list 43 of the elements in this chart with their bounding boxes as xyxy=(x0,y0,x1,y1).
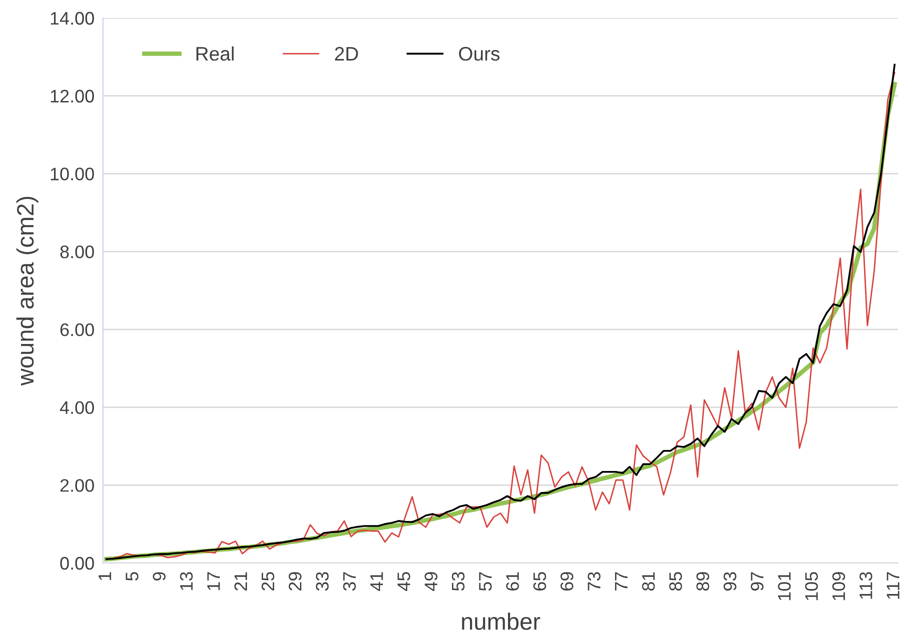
legend-label: Real xyxy=(196,46,234,61)
x-tick-label: 17 xyxy=(207,572,220,590)
x-tick-label: 37 xyxy=(343,572,356,591)
x-tick-label: 41 xyxy=(370,572,383,591)
x-tick-label: 49 xyxy=(424,572,438,591)
x-tick-label: 109 xyxy=(832,572,846,600)
y-tick-label: 12.00 xyxy=(50,90,94,103)
y-tick-label: 8.00 xyxy=(60,246,94,258)
y-tick-label: 10.00 xyxy=(50,168,94,180)
x-tick-label: 101 xyxy=(778,572,791,600)
x-tick-label: 65 xyxy=(533,572,546,590)
legend-label: Ours xyxy=(459,46,500,61)
y-axis-title: wound area (cm2) xyxy=(16,196,38,386)
x-tick-label: 73 xyxy=(588,572,600,590)
x-tick-label: 69 xyxy=(560,572,574,590)
x-tick-label: 117 xyxy=(886,572,900,599)
x-tick-label: 105 xyxy=(805,572,818,600)
x-tick-label: 77 xyxy=(615,572,628,590)
x-tick-label: 57 xyxy=(479,572,492,591)
x-tick-label: 29 xyxy=(288,572,302,591)
y-tick-label: 6.00 xyxy=(60,323,94,336)
x-tick-label: 45 xyxy=(398,572,410,591)
x-tick-label: 13 xyxy=(180,572,193,590)
x-tick-label: 93 xyxy=(724,572,736,591)
y-tick-label: 14.00 xyxy=(50,12,94,25)
x-tick-label: 113 xyxy=(859,572,872,599)
x-tick-label: 97 xyxy=(750,572,764,591)
x-tick-label: 25 xyxy=(262,572,274,591)
x-axis-title: number xyxy=(462,612,540,630)
x-tick-label: 21 xyxy=(234,572,247,591)
x-tick-label: 89 xyxy=(696,572,710,591)
x-tick-label: 85 xyxy=(669,572,682,591)
y-tick-label: 0.00 xyxy=(60,556,94,570)
x-tick-label: 5 xyxy=(126,572,138,581)
x-tick-label: 81 xyxy=(642,572,655,591)
x-tick-label: 33 xyxy=(316,572,329,591)
x-tick-label: 53 xyxy=(452,572,465,591)
x-tick-label: 9 xyxy=(152,572,166,581)
legend-label: 2D xyxy=(335,46,358,60)
x-tick-label: 61 xyxy=(506,572,519,590)
y-tick-label: 4.00 xyxy=(60,401,94,414)
x-tick-label: 1 xyxy=(98,572,112,580)
y-tick-label: 2.00 xyxy=(60,479,94,492)
